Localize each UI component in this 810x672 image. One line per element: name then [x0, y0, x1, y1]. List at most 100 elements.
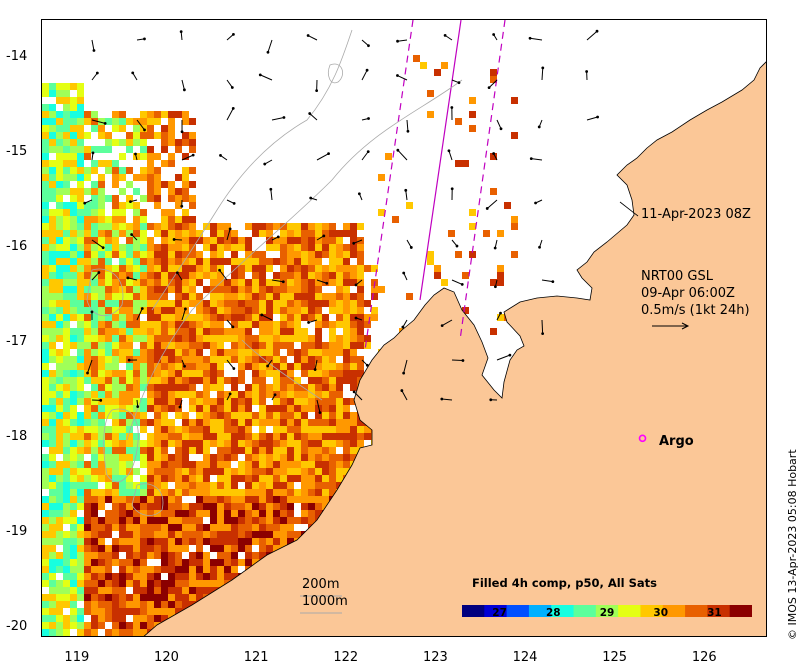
- current-arrow: [307, 35, 318, 41]
- current-arrow: [271, 279, 284, 283]
- contour-200m: [151, 29, 353, 311]
- colorbar-segment: [640, 605, 664, 617]
- colorbar-segment: [685, 605, 708, 617]
- current-arrow: [586, 30, 598, 41]
- satellite-swath: [364, 20, 506, 351]
- current-arrow: [91, 272, 100, 281]
- current-arrow: [496, 119, 502, 129]
- colorbar-gradient: [462, 605, 753, 617]
- current-arrow: [397, 39, 408, 42]
- colorbar-tick: 28: [545, 607, 561, 619]
- current-arrow: [316, 153, 329, 161]
- credit-text: © IMOS 13-Apr-2023 05:08 Hobart: [786, 449, 799, 640]
- colorbar-tick: 30: [653, 607, 669, 619]
- map-canvas: [42, 20, 766, 636]
- current-arrow: [91, 239, 104, 249]
- contour-island: [328, 63, 343, 84]
- current-arrow: [260, 74, 273, 81]
- current-arrow: [448, 150, 453, 161]
- contour-shelf-break: [241, 339, 323, 401]
- current-arrow: [316, 399, 321, 413]
- contour-scott-reef: [103, 408, 139, 483]
- x-axis-label: 121: [243, 650, 269, 665]
- current-arrow: [441, 319, 453, 327]
- colorbar-title: Filled 4h comp, p50, All Sats: [472, 576, 657, 590]
- current-arrow: [226, 359, 235, 369]
- current-arrow: [406, 239, 412, 248]
- current-arrow: [451, 359, 463, 362]
- x-axis-label: 126: [691, 650, 717, 665]
- depth-legend-lines: [300, 595, 342, 614]
- current-arrow: [541, 67, 544, 81]
- current-arrow: [586, 116, 598, 121]
- current-arrow: [181, 79, 185, 90]
- current-arrow: [314, 359, 318, 370]
- contour-1000m: [126, 79, 463, 441]
- current-arrow: [226, 34, 234, 41]
- argo-label: Argo: [659, 434, 694, 449]
- y-axis-label: -15: [6, 144, 28, 160]
- x-axis-label: 122: [333, 650, 359, 665]
- current-arrow: [361, 69, 368, 81]
- current-arrow: [541, 279, 553, 283]
- current-arrow: [136, 119, 145, 131]
- y-axis-label: -19: [6, 524, 28, 540]
- current-arrow: [226, 108, 234, 121]
- current-arrow: [176, 272, 183, 281]
- colorbar-segment: [595, 605, 619, 617]
- y-axis-label: -20: [6, 619, 28, 635]
- y-axis-label: -18: [6, 429, 28, 445]
- current-arrow: [91, 119, 106, 124]
- current-arrow: [486, 199, 498, 209]
- current-arrow: [226, 79, 233, 88]
- x-axis-label: 119: [64, 650, 90, 665]
- colorbar-tick: 27: [492, 607, 507, 619]
- current-arrow: [353, 391, 363, 401]
- colorbar-segment: [462, 605, 485, 617]
- colorbar-segment: [707, 605, 731, 617]
- y-axis-label: -16: [6, 239, 28, 255]
- y-axis-label: -14: [6, 49, 28, 65]
- current-arrow: [397, 75, 408, 81]
- scale-arrow: [652, 322, 690, 330]
- current-arrow: [219, 269, 228, 281]
- current-arrow: [496, 354, 511, 361]
- x-axis-label: 125: [602, 650, 628, 665]
- current-arrow: [397, 149, 408, 161]
- current-arrow: [271, 117, 285, 121]
- contour-rowley: [131, 483, 164, 516]
- swath-time-leader: [619, 201, 639, 217]
- bathymetry-contours: [86, 29, 463, 516]
- current-arrow: [541, 319, 544, 334]
- colorbar-segment: [662, 605, 686, 617]
- current-arrow: [127, 277, 138, 281]
- current-arrow: [405, 190, 408, 201]
- current-arrow: [316, 279, 327, 284]
- y-axis-label: -17: [6, 334, 28, 350]
- current-arrow: [270, 189, 273, 201]
- x-axis-label: 123: [422, 650, 448, 665]
- current-arrow: [406, 119, 409, 132]
- x-axis-label: 120: [154, 650, 179, 665]
- colorbar-segment: [729, 605, 753, 617]
- colorbar-segment: [573, 605, 597, 617]
- current-arrow: [308, 319, 318, 323]
- current-arrow: [181, 308, 186, 321]
- current-arrow: [226, 228, 231, 241]
- current-arrow: [267, 39, 273, 53]
- current-arrows: [83, 29, 599, 414]
- current-arrow: [451, 279, 463, 285]
- current-arrow: [261, 314, 273, 321]
- swath-time-label: 11-Apr-2023 08Z: [641, 207, 751, 222]
- swath-edge-east: [459, 20, 506, 341]
- current-arrow: [87, 359, 93, 374]
- current-arrow: [441, 398, 453, 401]
- current-arrow: [488, 79, 498, 89]
- current-time-label: 09-Apr 06:00Z: [641, 286, 735, 301]
- current-product-label: NRT00 GSL: [641, 269, 713, 284]
- land-mass: [143, 61, 766, 636]
- colorbar: [462, 602, 753, 624]
- current-arrow: [531, 158, 543, 161]
- x-axis-label: 124: [512, 650, 538, 665]
- swath-edge-west: [364, 20, 414, 351]
